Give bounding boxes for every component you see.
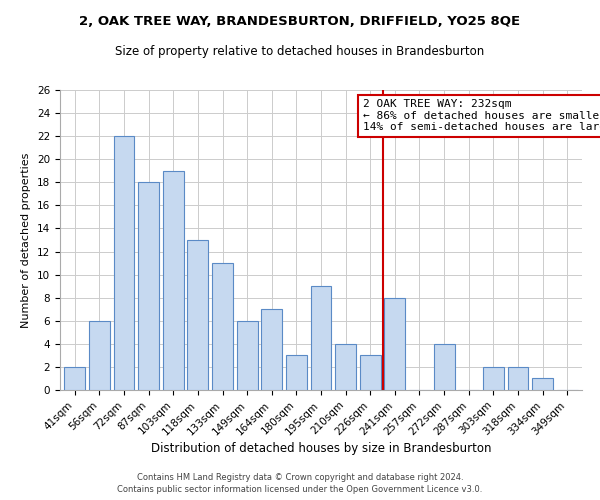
Y-axis label: Number of detached properties: Number of detached properties — [22, 152, 31, 328]
Bar — [286, 356, 307, 390]
Bar — [163, 171, 184, 390]
Bar — [532, 378, 553, 390]
Bar — [187, 240, 208, 390]
Text: 2 OAK TREE WAY: 232sqm
← 86% of detached houses are smaller (120)
14% of semi-de: 2 OAK TREE WAY: 232sqm ← 86% of detached… — [363, 99, 600, 132]
Bar — [89, 321, 110, 390]
Text: Contains public sector information licensed under the Open Government Licence v3: Contains public sector information licen… — [118, 484, 482, 494]
Text: Size of property relative to detached houses in Brandesburton: Size of property relative to detached ho… — [115, 45, 485, 58]
Text: Contains HM Land Registry data © Crown copyright and database right 2024.: Contains HM Land Registry data © Crown c… — [137, 474, 463, 482]
X-axis label: Distribution of detached houses by size in Brandesburton: Distribution of detached houses by size … — [151, 442, 491, 455]
Bar — [483, 367, 504, 390]
Bar — [434, 344, 455, 390]
Bar — [212, 263, 233, 390]
Bar — [261, 309, 282, 390]
Bar — [113, 136, 134, 390]
Text: 2, OAK TREE WAY, BRANDESBURTON, DRIFFIELD, YO25 8QE: 2, OAK TREE WAY, BRANDESBURTON, DRIFFIEL… — [79, 15, 521, 28]
Bar — [360, 356, 381, 390]
Bar — [311, 286, 331, 390]
Bar — [138, 182, 159, 390]
Bar — [385, 298, 406, 390]
Bar — [236, 321, 257, 390]
Bar — [335, 344, 356, 390]
Bar — [508, 367, 529, 390]
Bar — [64, 367, 85, 390]
